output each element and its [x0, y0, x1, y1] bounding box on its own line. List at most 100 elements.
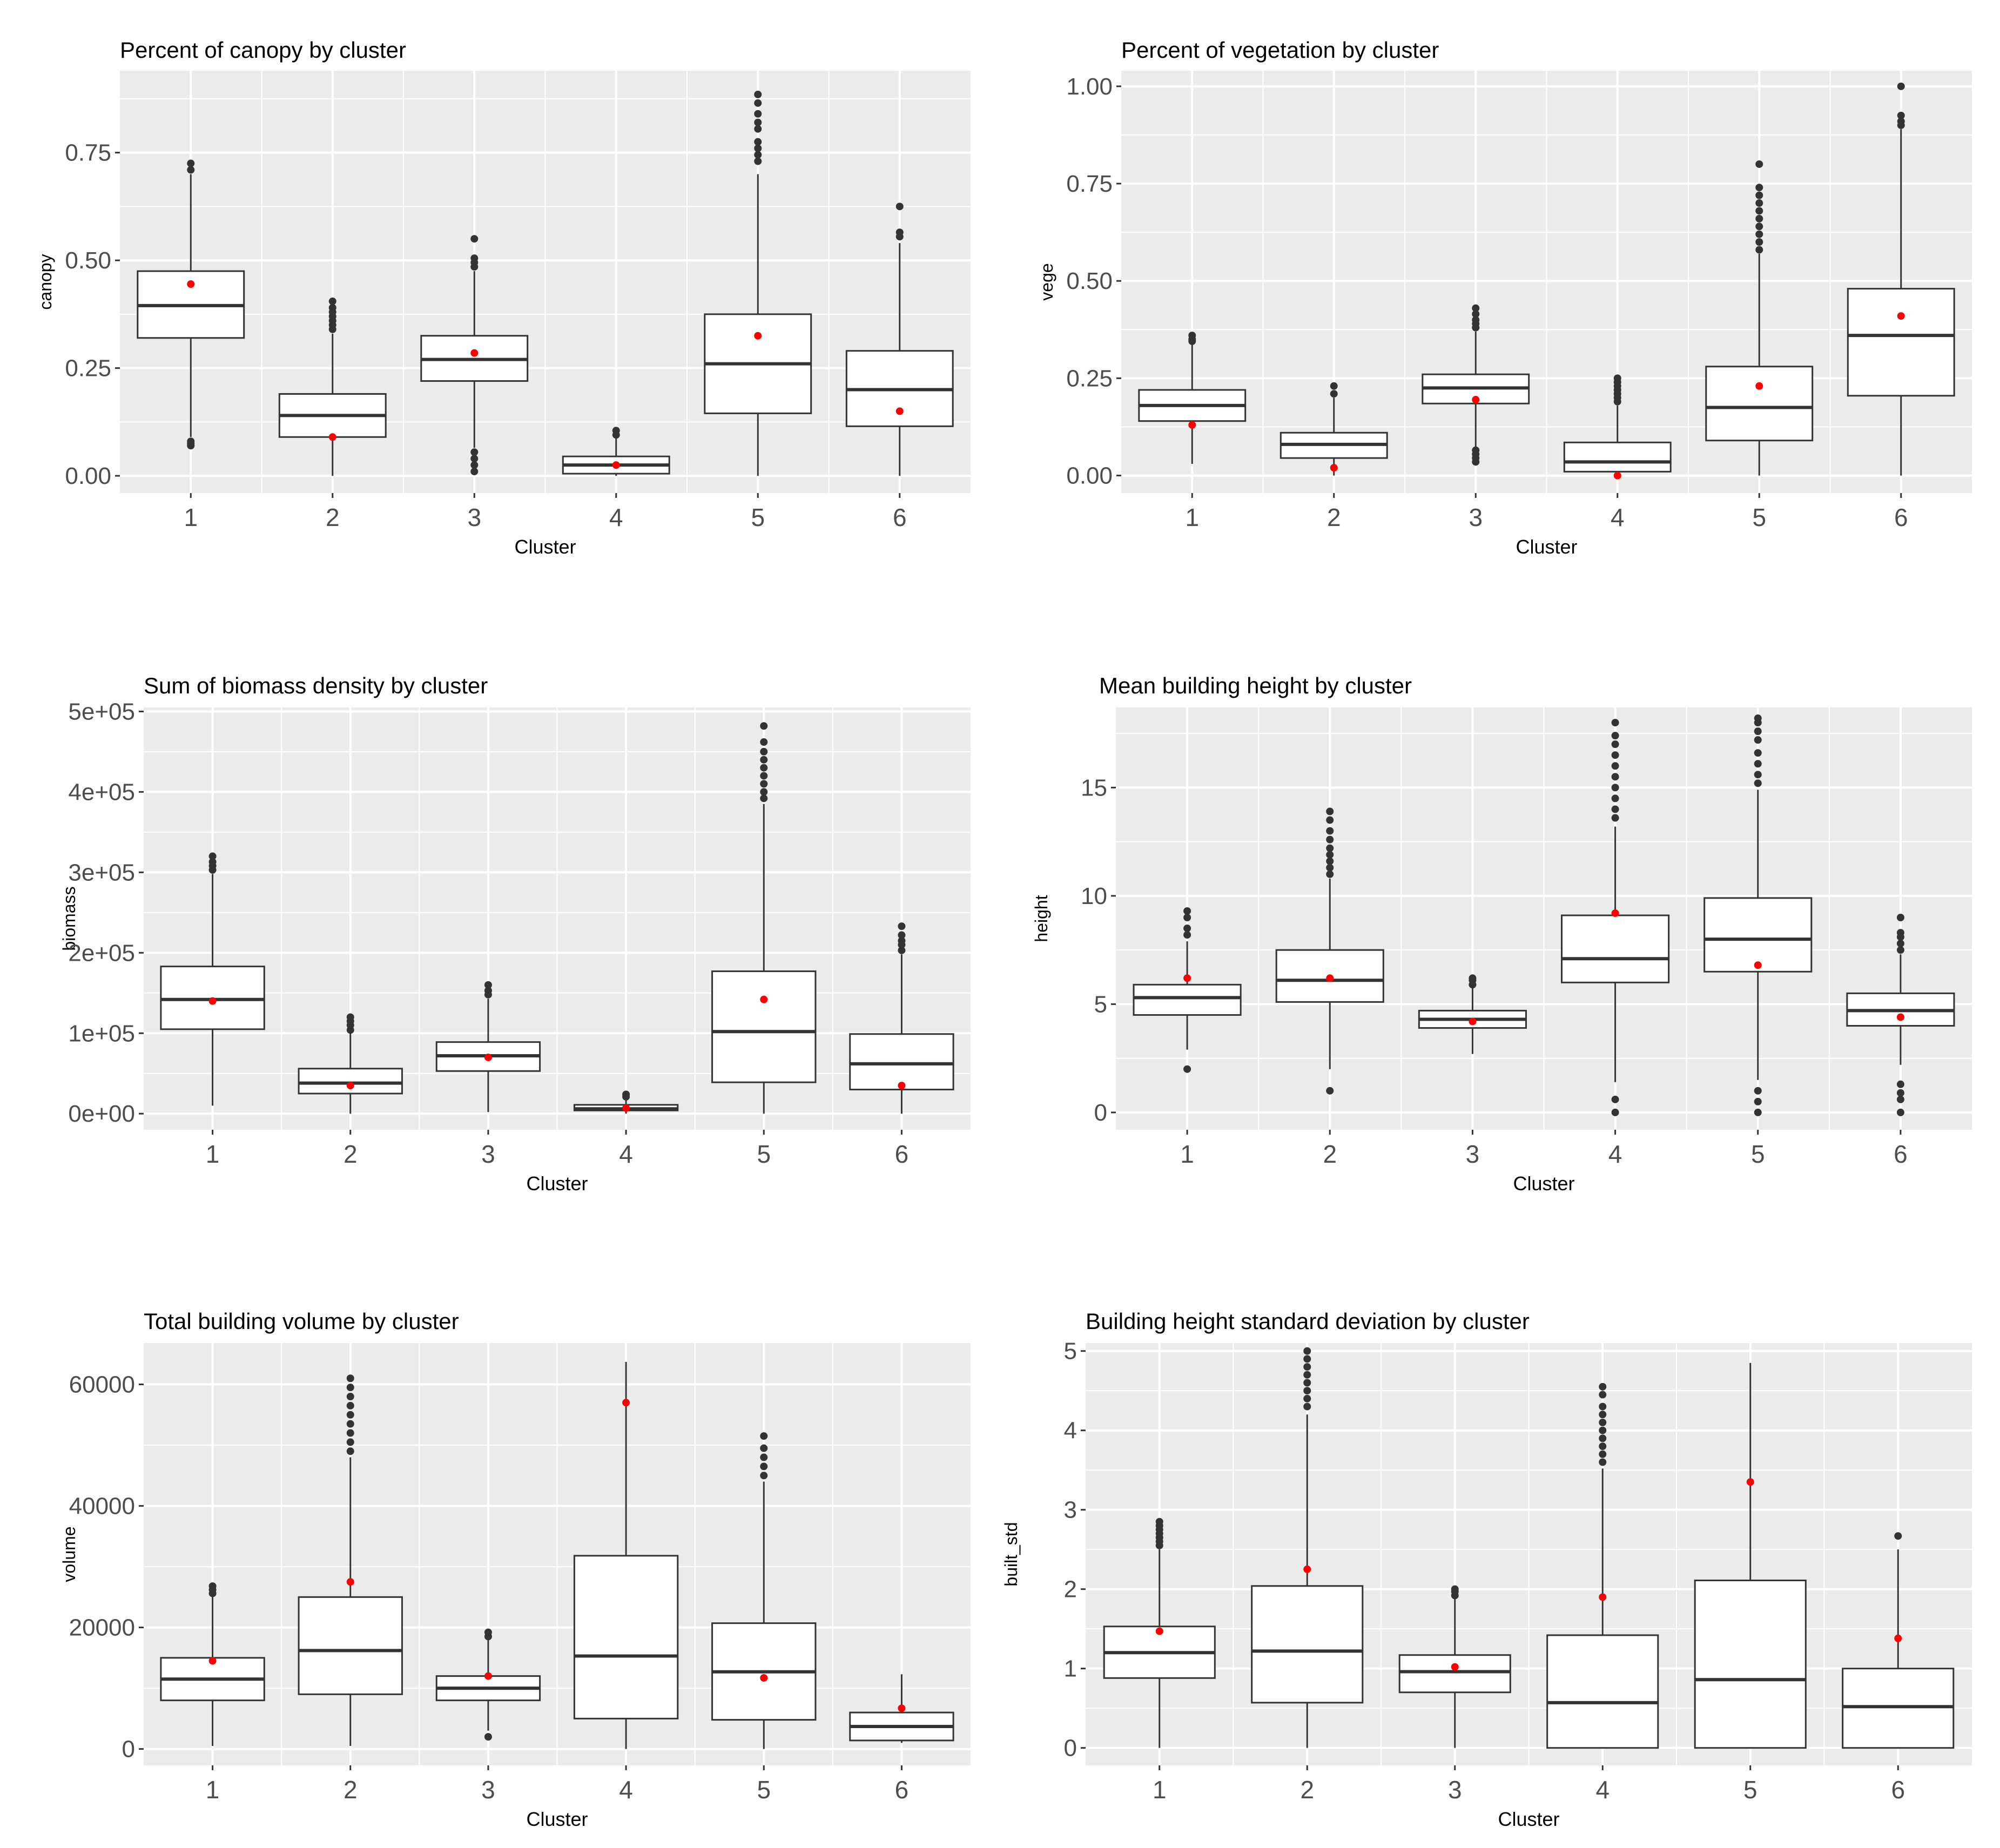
outlier-point: [760, 1432, 768, 1440]
outlier-point: [346, 1420, 354, 1428]
iqr-box: [1705, 366, 1814, 442]
y-tick-label: 1.00: [1066, 73, 1113, 100]
outlier-point: [1303, 1347, 1311, 1355]
y-tick-label: 5e+05: [68, 698, 135, 725]
outlier-point: [484, 1628, 492, 1636]
y-tick-label: 0.25: [65, 355, 111, 382]
x-tick-label: 4: [1608, 1140, 1622, 1168]
y-axis-label: volume: [59, 1526, 79, 1582]
mean-point: [612, 461, 620, 469]
outlier-point: [1755, 238, 1763, 246]
x-tick-label: 4: [619, 1140, 633, 1168]
outlier-point: [1326, 870, 1334, 878]
x-tick-label: 4: [619, 1776, 633, 1804]
y-tick-label: 0.50: [65, 247, 111, 274]
outlier-point: [1326, 835, 1334, 844]
x-tick-label: 5: [1743, 1776, 1757, 1804]
outlier-point: [1755, 246, 1763, 254]
outlier-point: [1303, 1402, 1311, 1411]
iqr-box: [1561, 914, 1670, 983]
y-tick-label: 4: [1064, 1418, 1077, 1444]
outlier-point: [187, 437, 195, 446]
outlier-point: [1303, 1363, 1311, 1371]
outlier-point: [1754, 771, 1762, 779]
outlier-point: [346, 1384, 354, 1392]
x-tick-label: 3: [467, 503, 481, 531]
box-cluster-6: [845, 203, 954, 476]
box-cluster-3: [1422, 304, 1530, 466]
mean-point: [1472, 396, 1480, 404]
mean-point: [1754, 961, 1762, 969]
mean-point: [346, 1082, 354, 1090]
outlier-point: [760, 1453, 768, 1461]
outlier-point: [1896, 940, 1904, 948]
outlier-point: [1599, 1402, 1607, 1411]
mean-point: [208, 1657, 217, 1665]
x-tick-label: 5: [757, 1140, 771, 1168]
outlier-point: [1183, 913, 1191, 921]
outlier-point: [346, 1447, 354, 1455]
outlier-point: [1755, 222, 1763, 231]
y-tick-label: 2: [1064, 1576, 1077, 1603]
outlier-point: [1611, 1095, 1619, 1103]
boxplot-marks: [1103, 1347, 1955, 1749]
outlier-point: [1330, 382, 1338, 390]
iqr-box: [1133, 983, 1242, 1016]
x-axis-label: Cluster: [526, 1172, 588, 1195]
outlier-point: [898, 922, 906, 930]
outlier-point: [760, 722, 768, 730]
x-tick-label: 1: [1180, 1140, 1194, 1168]
chart-title: Sum of biomass density by cluster: [144, 673, 488, 698]
x-tick-label: 6: [1894, 503, 1908, 531]
outlier-point: [346, 1438, 354, 1446]
y-tick-label: 1e+05: [68, 1020, 135, 1047]
y-tick-label: 4e+05: [68, 779, 135, 805]
outlier-point: [1326, 851, 1334, 859]
outlier-point: [1326, 816, 1334, 824]
canopy-chart: Percent of canopy by cluster canopy Clus…: [36, 37, 971, 558]
outlier-point: [1754, 749, 1762, 757]
mean-point: [1188, 421, 1196, 429]
box-cluster-2: [1251, 1347, 1364, 1748]
outlier-point: [1599, 1426, 1607, 1434]
box-cluster-1: [160, 852, 265, 1106]
mean-point: [1330, 464, 1338, 472]
y-axis-label: height: [1032, 895, 1051, 942]
mean-point: [898, 1082, 906, 1090]
outlier-point: [346, 1411, 354, 1419]
iqr-box: [849, 1033, 954, 1091]
box-cluster-1: [1133, 907, 1242, 1073]
x-tick-label: 1: [184, 503, 198, 531]
outlier-point: [470, 448, 479, 456]
y-tick-label: 20000: [69, 1615, 135, 1641]
box-cluster-5: [1703, 714, 1813, 1116]
outlier-point: [1472, 310, 1480, 318]
outlier-point: [1326, 857, 1334, 865]
box-cluster-2: [278, 297, 387, 476]
box-cluster-5: [1705, 160, 1814, 476]
outlier-point: [1754, 1108, 1762, 1116]
x-tick-label: 1: [206, 1776, 220, 1804]
iqr-box: [1563, 441, 1672, 473]
mean-point: [1469, 1017, 1477, 1026]
mean-point: [898, 1704, 906, 1712]
x-tick-label: 1: [206, 1140, 220, 1168]
y-axis-label: biomass: [59, 886, 79, 950]
boxplot-marks: [1133, 714, 1955, 1116]
mean-point: [1599, 1593, 1607, 1601]
y-tick-label: 0.00: [1066, 463, 1113, 489]
outlier-point: [484, 1733, 492, 1741]
outlier-point: [470, 468, 479, 476]
box-cluster-2: [1280, 382, 1388, 476]
x-axis-label: Cluster: [526, 1808, 588, 1830]
outlier-point: [1326, 864, 1334, 872]
outlier-point: [1330, 390, 1338, 398]
x-tick-label: 6: [1891, 1776, 1905, 1804]
outlier-point: [1155, 1517, 1163, 1526]
outlier-point: [760, 788, 768, 796]
x-tick-label: 3: [481, 1140, 495, 1168]
outlier-point: [1611, 719, 1619, 727]
box-cluster-5: [704, 90, 812, 476]
outlier-point: [346, 1401, 354, 1409]
outlier-point: [1611, 762, 1619, 770]
